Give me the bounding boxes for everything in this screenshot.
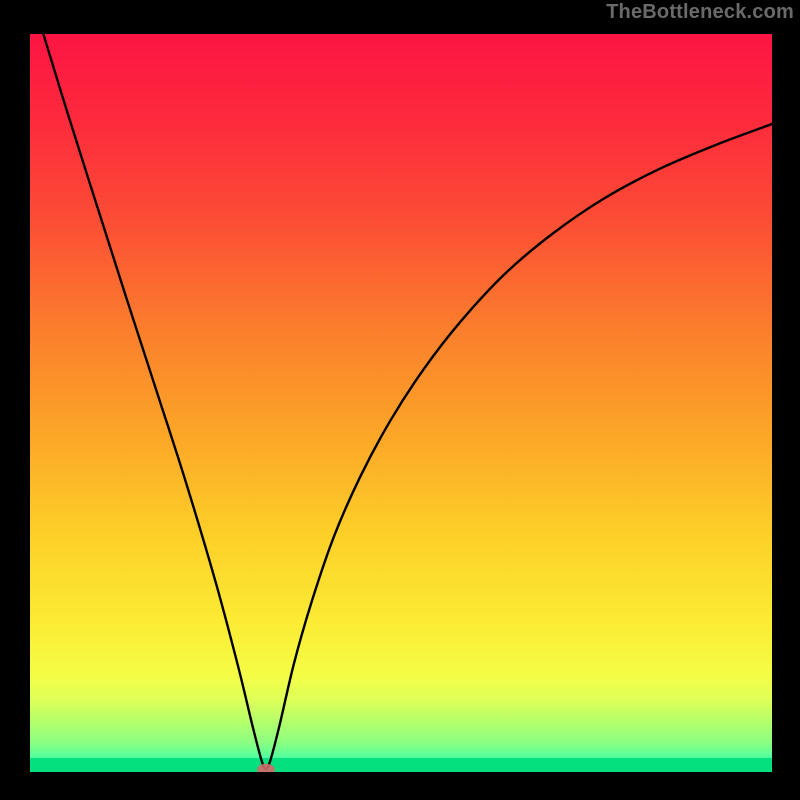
baseline-band xyxy=(30,758,772,772)
bottleneck-chart xyxy=(0,0,800,800)
watermark-text: TheBottleneck.com xyxy=(606,1,794,24)
chart-stage: TheBottleneck.com xyxy=(0,0,800,800)
